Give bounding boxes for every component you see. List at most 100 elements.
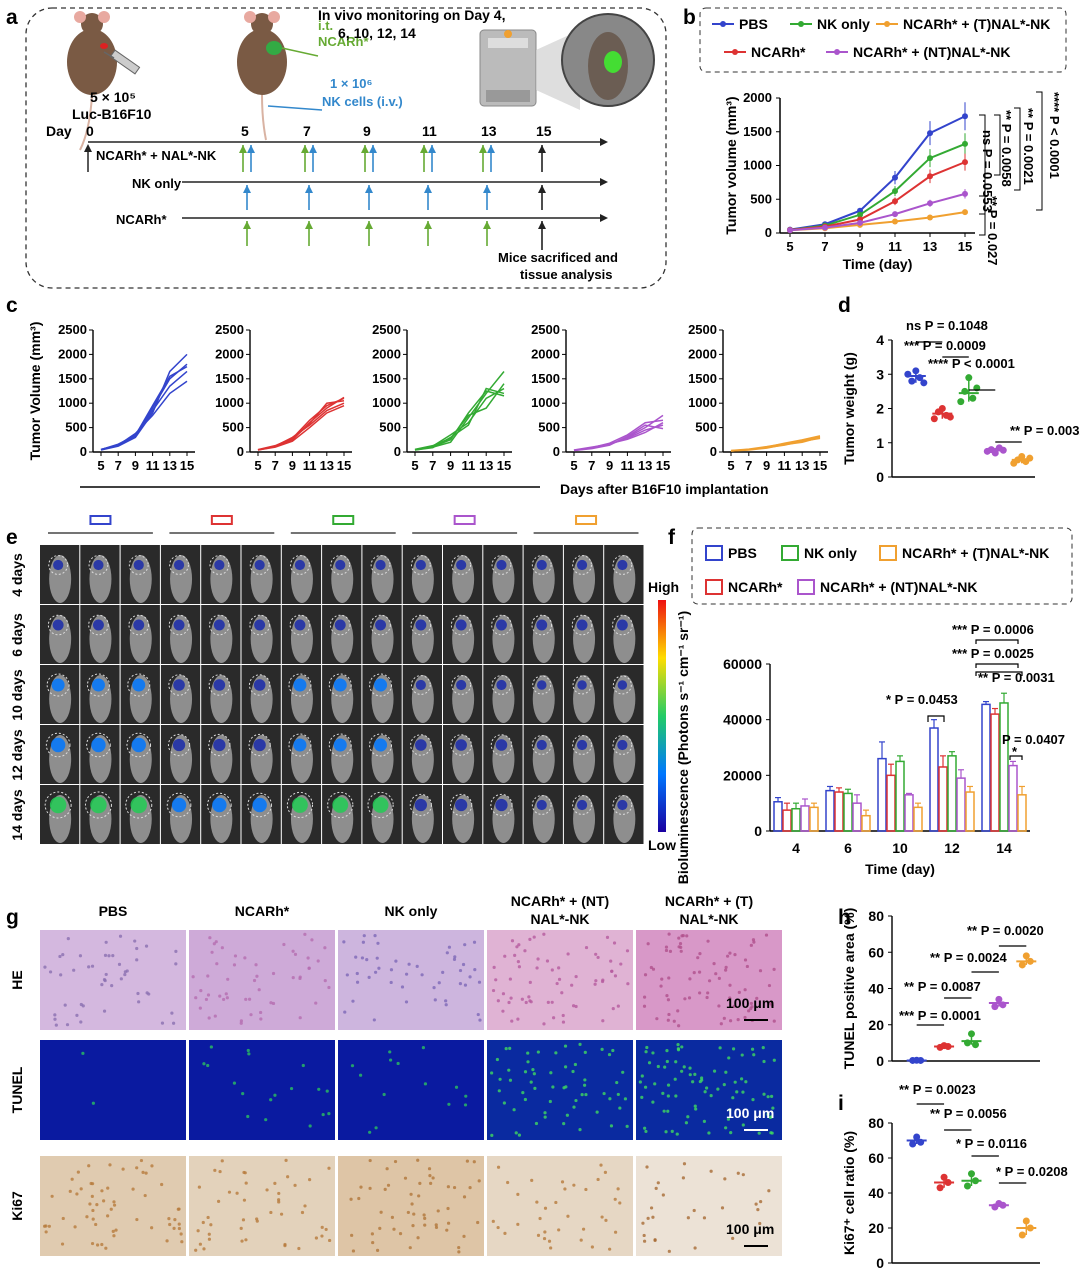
cell-dot: [453, 955, 457, 959]
cell-dot: [543, 1206, 548, 1210]
histology-panels: PBS NCARh* NK only NCARh* + (NT) NAL*-NK NCAR…: [9, 893, 782, 1256]
cell-dot: [317, 1087, 321, 1091]
p-value-label: ** P = 0.0023: [899, 1082, 976, 1097]
data-point: [938, 405, 946, 412]
roi-circle: [128, 614, 150, 636]
cell-dot: [767, 983, 772, 988]
cell-dot: [452, 957, 457, 961]
cell-dot: [698, 991, 702, 995]
significance-bracket: [975, 671, 1023, 676]
cell-dot: [293, 1183, 297, 1187]
growth-line: [100, 353, 188, 451]
cell-dot: [199, 989, 203, 993]
data-point: [1026, 957, 1034, 965]
x-tick-label: 5: [786, 239, 793, 254]
cell-dot: [557, 966, 561, 970]
roi-circle: [248, 674, 271, 696]
arrow-head: [538, 145, 546, 153]
cell-dot: [61, 952, 65, 957]
cell-dot: [360, 956, 365, 960]
legend-item: NCARh* + (NT)NAL*-NK: [853, 44, 1011, 60]
cell-dot: [303, 1204, 307, 1208]
y-tick-label: 1500: [743, 124, 772, 139]
cell-dot: [654, 1186, 658, 1190]
cell-dot: [646, 942, 650, 946]
group-swatch: [575, 515, 598, 525]
arrow-head: [538, 221, 546, 229]
cell-dot: [583, 1050, 587, 1054]
cell-dot: [595, 1110, 599, 1114]
roi-circle: [86, 732, 111, 758]
roi-circle: [44, 791, 72, 819]
cell-dot: [354, 955, 358, 959]
cell-dot: [106, 1186, 110, 1190]
arrow-head: [305, 221, 313, 229]
cell-dot: [643, 973, 648, 977]
signal-blob: [172, 738, 186, 752]
cell-dot: [761, 1046, 765, 1050]
roi-circle: [208, 674, 231, 696]
cell-dot: [216, 1199, 221, 1203]
cell-dot: [463, 943, 467, 947]
cell-dot: [444, 1003, 448, 1007]
roi-circle: [48, 555, 69, 575]
cell-dot: [745, 964, 749, 969]
cell-dot: [594, 952, 598, 956]
cell-dot: [328, 1238, 332, 1243]
signal-blob: [374, 738, 388, 752]
bar: [956, 777, 966, 832]
signal-blob: [496, 619, 507, 631]
y-tick-label: 500: [379, 420, 401, 435]
cell-dot: [683, 997, 687, 1001]
significance-bracket: [1014, 107, 1021, 191]
cell-dot: [362, 934, 366, 938]
signal-blob: [375, 559, 386, 571]
scale-low: Low: [648, 837, 676, 853]
roi-circle: [88, 614, 109, 636]
cell-dot: [135, 1166, 139, 1170]
y-tick-label: 1000: [531, 395, 560, 410]
cell-dot: [249, 1013, 253, 1017]
x-tick-label: 9: [447, 458, 454, 473]
day-tick-label: 9: [363, 123, 371, 139]
cell-dot: [208, 936, 212, 940]
cell-dot: [135, 946, 139, 951]
signal-blob: [93, 619, 104, 631]
legend-marker: [720, 21, 726, 27]
ki67-chart: 0 20 40 60 80 Ki67⁺ cell ratio (%) ** P = 0.00…: [841, 1082, 1068, 1269]
cell-dot: [472, 1160, 476, 1164]
row-label: TUNEL: [9, 1066, 25, 1113]
roi-circle: [450, 734, 472, 756]
cell-dot: [117, 962, 122, 966]
cell-dot: [160, 1182, 164, 1187]
imaging-device-icon: [479, 13, 655, 110]
data-point: [1022, 1217, 1030, 1225]
cell-dot: [144, 1171, 148, 1175]
cell-dot: [566, 952, 570, 956]
signal-blob: [53, 559, 64, 571]
cell-dot: [663, 1065, 667, 1069]
cell-dot: [618, 1106, 622, 1110]
cell-dot: [749, 1006, 753, 1011]
cell-dot: [202, 1062, 206, 1066]
data-point: [1018, 1231, 1026, 1239]
cell-dot: [642, 1233, 646, 1238]
cell-dot: [638, 1080, 642, 1084]
cell-dot: [674, 1094, 678, 1098]
cell-dot: [642, 995, 647, 999]
y-tick-label: 1000: [215, 395, 244, 410]
cell-dot: [371, 1240, 375, 1245]
cell-dot: [104, 1246, 108, 1250]
roi-circle: [249, 614, 270, 636]
cell-dot: [725, 954, 730, 958]
cell-dot: [682, 1065, 686, 1069]
data-point: [892, 188, 898, 195]
x-tick-label: 13: [795, 458, 809, 473]
cell-dot: [664, 945, 669, 949]
cell-dot: [59, 973, 63, 977]
cell-dot: [609, 959, 613, 963]
data-point: [927, 214, 933, 221]
roi-circle: [612, 795, 633, 815]
cell-dot: [616, 1187, 620, 1191]
